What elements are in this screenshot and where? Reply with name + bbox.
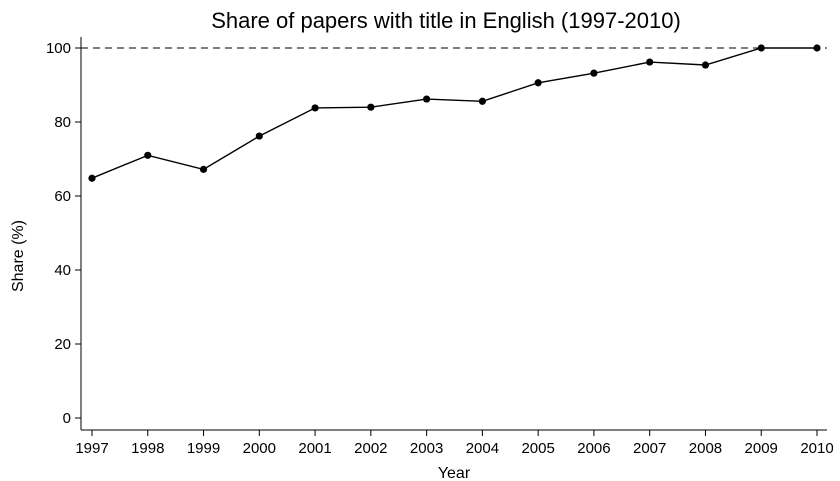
data-point-1998	[144, 151, 152, 159]
x-tick-label-2004: 2004	[466, 440, 499, 457]
x-tick-label-2000: 2000	[243, 440, 276, 457]
x-tick-label-2002: 2002	[354, 440, 387, 457]
x-tick-label-1999: 1999	[187, 440, 220, 457]
data-point-2000	[255, 132, 263, 140]
x-tick-label-2008: 2008	[689, 440, 722, 457]
x-tick-label-2006: 2006	[577, 440, 610, 457]
series-line	[91, 47, 817, 179]
data-point-1997	[88, 174, 96, 182]
data-point-2004	[478, 97, 486, 105]
y-tick-label-40: 40	[54, 262, 71, 279]
x-tick-label-2005: 2005	[521, 440, 554, 457]
data-point-2010	[813, 44, 821, 52]
y-tick-label-80: 80	[54, 114, 71, 131]
y-tick-label-20: 20	[54, 336, 71, 353]
y-tick-label-60: 60	[54, 188, 71, 205]
x-tick-label-1997: 1997	[75, 440, 108, 457]
x-tick-label-1998: 1998	[131, 440, 164, 457]
data-point-2009	[757, 44, 765, 52]
y-tick-label-100: 100	[46, 40, 71, 57]
plot-layer: 0 20 40 60 80 100 1997 1998 1999 2000 2001 2002 2003…	[46, 40, 834, 457]
x-tick-label-2009: 2009	[745, 440, 778, 457]
data-point-2005	[534, 79, 542, 87]
data-point-2007	[646, 58, 654, 66]
data-point-2006	[590, 69, 598, 77]
x-tick-label-2007: 2007	[633, 440, 666, 457]
data-point-2008	[701, 61, 710, 69]
x-tick-label-2001: 2001	[298, 440, 331, 457]
data-point-1999	[199, 165, 208, 173]
x-axis-label: Year	[438, 465, 471, 481]
y-axis-label: Share (%)	[10, 220, 27, 292]
y-tick-label-0: 0	[63, 410, 71, 427]
chart-title: Share of papers with title in English (1…	[211, 8, 681, 33]
x-tick-label-2003: 2003	[410, 440, 443, 457]
x-tick-label-2010: 2010	[800, 440, 833, 457]
data-point-2001	[311, 104, 319, 112]
data-point-2003	[423, 95, 431, 103]
data-point-2002	[367, 103, 375, 111]
